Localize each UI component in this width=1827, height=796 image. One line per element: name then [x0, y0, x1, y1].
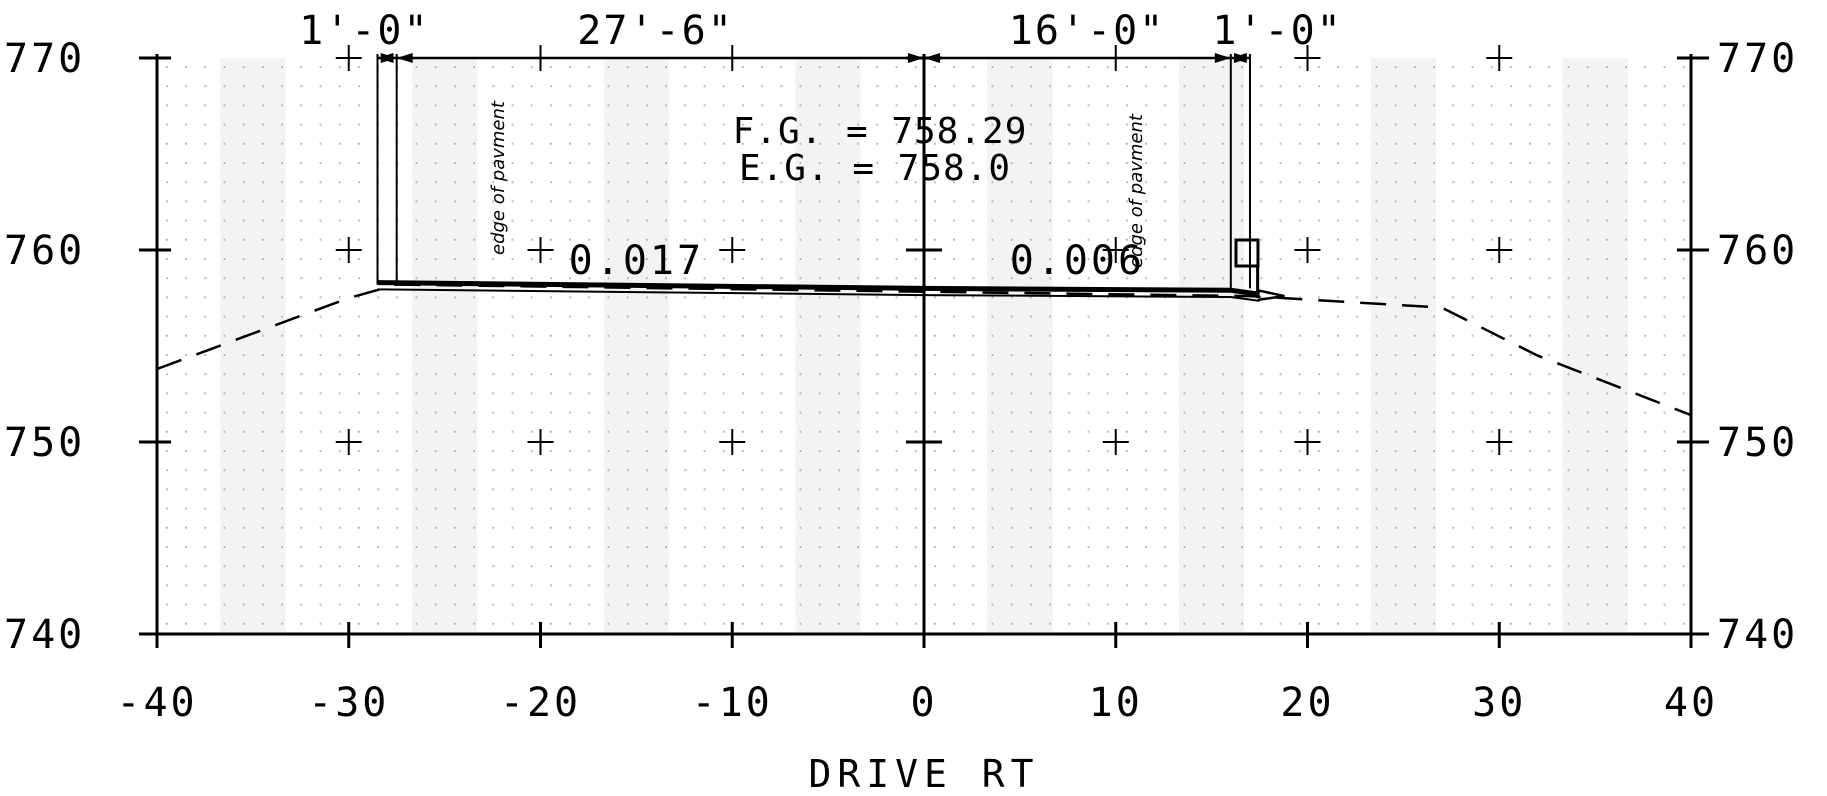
slope-labels: 0.017 0.006	[569, 238, 1145, 284]
edge-of-pavement-label-left: edge of pavment	[488, 100, 509, 255]
grid-dots	[166, 66, 1685, 625]
finished-grade-label: F.G. = 758.29	[733, 111, 1028, 152]
grid-band	[1370, 58, 1436, 634]
dimension-arrow	[396, 53, 413, 63]
dimension-labels: 1'-0" 27'-6" 16'-0" 1'-0"	[299, 8, 1342, 54]
edge-extension-lines	[376, 54, 1251, 289]
finished-grade-underline	[377, 288, 1260, 302]
dimension-arrow	[924, 53, 940, 63]
grid-band-layer	[220, 58, 1628, 634]
existing-ground-label: E.G. = 758.0	[739, 148, 1011, 189]
x-tick-label: -20	[500, 680, 581, 726]
dimension-arrow	[908, 53, 924, 63]
y-tick-label-right: 750	[1717, 420, 1798, 466]
curb-box	[1234, 238, 1260, 268]
grid-dot-layer	[166, 66, 1685, 625]
existing-ground-line	[156, 283, 1692, 417]
dimension-arrow	[380, 53, 397, 63]
y-tick-label-left: 740	[4, 612, 85, 658]
x-tick-label: -30	[308, 680, 389, 726]
axis-tick-layer	[139, 56, 1709, 648]
y-axis-labels: 740 740 750 750 760 760 770 770	[4, 36, 1798, 658]
x-tick-label: -10	[692, 680, 773, 726]
edge-of-pavement-label-right: edge of pavment	[1126, 113, 1147, 268]
y-tick-label-left: 760	[4, 228, 85, 274]
section-title: DRIVE RT	[808, 752, 1039, 796]
slope-label: 0.006	[1010, 238, 1145, 284]
curb-lip	[1257, 289, 1285, 302]
x-tick-label: 40	[1664, 680, 1718, 726]
dimension-label: 1'-0"	[299, 8, 429, 54]
grid-band	[795, 58, 861, 634]
dimension-label: 1'-0"	[1212, 8, 1342, 54]
dimension-label: 16'-0"	[1009, 8, 1166, 54]
grid-band	[412, 58, 478, 634]
dimension-line	[377, 53, 1250, 63]
grid-band	[1562, 58, 1628, 634]
x-tick-label: 0	[910, 680, 937, 726]
x-tick-label: 20	[1280, 680, 1334, 726]
x-tick-label: 30	[1472, 680, 1526, 726]
slope-label: 0.017	[569, 238, 704, 284]
y-tick-label-right: 740	[1717, 612, 1798, 658]
curb-detail	[1234, 238, 1285, 302]
dimension-label: 27'-6"	[577, 8, 734, 54]
dimension-arrow	[1233, 53, 1250, 63]
grid-band	[603, 58, 669, 634]
y-tick-label-right: 770	[1717, 36, 1798, 82]
dimension-arrow	[1214, 53, 1231, 63]
finished-grade-line	[377, 280, 1260, 297]
x-tick-label: -40	[116, 680, 197, 726]
x-tick-label: 10	[1089, 680, 1143, 726]
grid-band	[220, 58, 286, 634]
grid-band	[1179, 58, 1245, 634]
y-tick-label-right: 760	[1717, 228, 1798, 274]
x-axis-labels: -40 -30 -20 -10 0 10 20 30 40	[116, 680, 1718, 726]
y-tick-label-left: 770	[4, 36, 85, 82]
grid-band	[987, 58, 1053, 634]
y-tick-label-left: 750	[4, 420, 85, 466]
